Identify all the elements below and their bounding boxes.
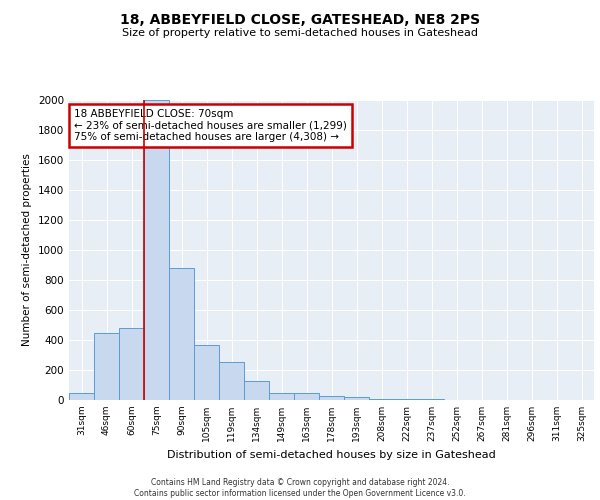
Bar [194, 344, 219, 400]
Text: Size of property relative to semi-detached houses in Gateshead: Size of property relative to semi-detach… [122, 28, 478, 38]
Bar [169, 268, 194, 400]
Bar [119, 328, 144, 400]
Bar [144, 100, 169, 400]
Bar [94, 332, 119, 400]
Bar [369, 398, 394, 400]
Bar [319, 396, 344, 400]
Bar [69, 392, 94, 400]
Bar [394, 399, 419, 400]
Text: 18, ABBEYFIELD CLOSE, GATESHEAD, NE8 2PS: 18, ABBEYFIELD CLOSE, GATESHEAD, NE8 2PS [120, 12, 480, 26]
Bar [294, 392, 319, 400]
Bar [219, 362, 244, 400]
Y-axis label: Number of semi-detached properties: Number of semi-detached properties [22, 154, 32, 346]
Text: Contains HM Land Registry data © Crown copyright and database right 2024.
Contai: Contains HM Land Registry data © Crown c… [134, 478, 466, 498]
Bar [419, 399, 444, 400]
Text: 18 ABBEYFIELD CLOSE: 70sqm
← 23% of semi-detached houses are smaller (1,299)
75%: 18 ABBEYFIELD CLOSE: 70sqm ← 23% of semi… [74, 109, 347, 142]
X-axis label: Distribution of semi-detached houses by size in Gateshead: Distribution of semi-detached houses by … [167, 450, 496, 460]
Bar [244, 380, 269, 400]
Bar [344, 398, 369, 400]
Bar [269, 392, 294, 400]
